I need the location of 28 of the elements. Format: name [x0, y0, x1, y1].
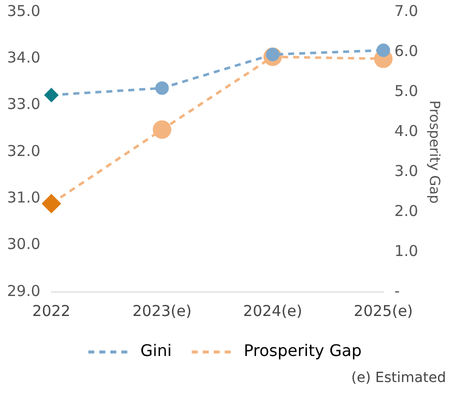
text: (e) Estimated: [350, 370, 447, 386]
x-tick-label: 2024(e): [243, 302, 302, 320]
x-tick-label: 2023(e): [132, 302, 192, 320]
point: [42, 194, 61, 213]
y2-tick-label: 4.0: [394, 122, 418, 140]
y-tick-label: 34.0: [6, 48, 40, 67]
point: [44, 88, 58, 102]
y2-axis-title: Prosperity Gap: [426, 100, 442, 204]
y-tick-label: 29.0: [6, 282, 40, 300]
y-tick-label: 31.0: [6, 188, 40, 207]
y2-tick-label: 7.0: [394, 2, 418, 20]
y2-tick-label: 3.0: [394, 162, 418, 180]
y2-tick-label: 5.0: [394, 82, 418, 100]
x-tick-label: 2022: [32, 302, 70, 320]
legend-label: Prosperity Gap: [244, 341, 362, 360]
legend-label: Gini: [140, 341, 172, 360]
y-tick-label: 33.0: [6, 95, 40, 114]
point: [152, 120, 172, 139]
point: [376, 44, 390, 58]
y-tick-label: 30.0: [6, 235, 40, 254]
y-tick-label: 32.0: [6, 142, 40, 160]
y-tick-label: 35.0: [6, 2, 40, 20]
y2-tick-label: 1.0: [394, 242, 418, 260]
x-tick-label: 2025(e): [354, 302, 413, 320]
y2-tick-label: 6.0: [394, 42, 418, 60]
y2-tick-label: -: [394, 282, 400, 300]
point: [155, 81, 169, 95]
y2-tick-label: 2.0: [394, 202, 418, 220]
